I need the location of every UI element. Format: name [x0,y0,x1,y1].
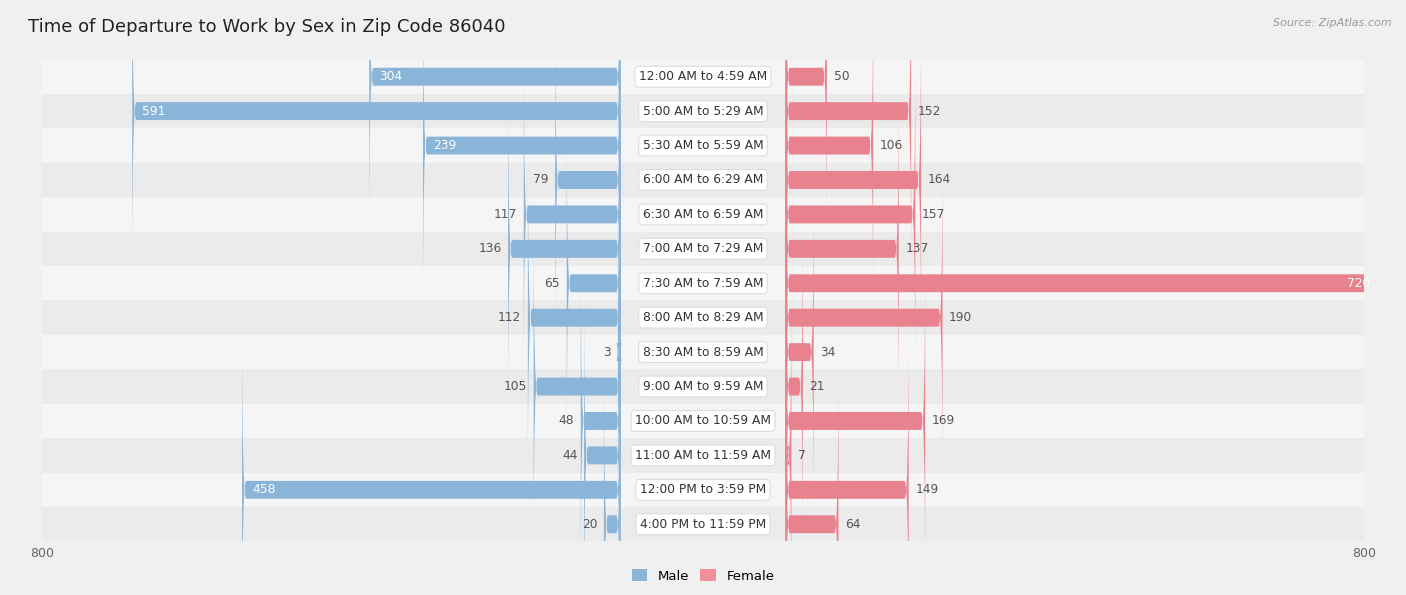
Bar [42,335,1364,369]
Bar [42,300,1364,335]
Text: 6:30 AM to 6:59 AM: 6:30 AM to 6:59 AM [643,208,763,221]
Text: 458: 458 [252,483,276,496]
Text: 8:30 AM to 8:59 AM: 8:30 AM to 8:59 AM [643,346,763,359]
Bar [42,404,1364,438]
Text: 48: 48 [558,415,574,427]
Text: 7: 7 [799,449,806,462]
Text: 157: 157 [922,208,945,221]
FancyBboxPatch shape [423,0,620,309]
FancyBboxPatch shape [605,361,620,595]
Text: 11:00 AM to 11:59 AM: 11:00 AM to 11:59 AM [636,449,770,462]
Text: 6:00 AM to 6:29 AM: 6:00 AM to 6:29 AM [643,174,763,186]
Text: 136: 136 [478,242,502,255]
FancyBboxPatch shape [786,327,908,595]
Text: 106: 106 [880,139,903,152]
FancyBboxPatch shape [786,223,803,550]
Text: 12:00 AM to 4:59 AM: 12:00 AM to 4:59 AM [638,70,768,83]
Text: 4:00 PM to 11:59 PM: 4:00 PM to 11:59 PM [640,518,766,531]
Text: 137: 137 [905,242,928,255]
FancyBboxPatch shape [534,223,620,550]
Text: 239: 239 [433,139,456,152]
Text: 10:00 AM to 10:59 AM: 10:00 AM to 10:59 AM [636,415,770,427]
FancyBboxPatch shape [786,155,942,481]
Legend: Male, Female: Male, Female [626,564,780,588]
Bar [42,231,1364,266]
Text: 65: 65 [544,277,560,290]
FancyBboxPatch shape [786,86,898,412]
Text: 5:30 AM to 5:59 AM: 5:30 AM to 5:59 AM [643,139,763,152]
Text: 5:00 AM to 5:29 AM: 5:00 AM to 5:29 AM [643,105,763,118]
Bar [42,438,1364,472]
Text: 190: 190 [949,311,973,324]
FancyBboxPatch shape [786,292,792,595]
FancyBboxPatch shape [786,0,873,309]
Text: 720: 720 [1347,277,1371,290]
Text: 50: 50 [834,70,849,83]
Text: 112: 112 [498,311,522,324]
FancyBboxPatch shape [786,17,921,343]
Text: 105: 105 [503,380,527,393]
Text: 591: 591 [142,105,166,118]
Bar [42,163,1364,197]
Text: 7:00 AM to 7:29 AM: 7:00 AM to 7:29 AM [643,242,763,255]
Bar [42,472,1364,507]
FancyBboxPatch shape [786,0,827,240]
Text: 34: 34 [820,346,835,359]
FancyBboxPatch shape [583,292,620,595]
Text: 64: 64 [845,518,860,531]
FancyBboxPatch shape [786,361,838,595]
FancyBboxPatch shape [581,258,620,584]
Text: 3: 3 [603,346,612,359]
Text: 44: 44 [562,449,578,462]
Text: 9:00 AM to 9:59 AM: 9:00 AM to 9:59 AM [643,380,763,393]
FancyBboxPatch shape [242,327,620,595]
FancyBboxPatch shape [132,0,620,274]
Text: 7:30 AM to 7:59 AM: 7:30 AM to 7:59 AM [643,277,763,290]
FancyBboxPatch shape [786,0,911,274]
Bar [42,507,1364,541]
Text: 79: 79 [533,174,548,186]
FancyBboxPatch shape [786,258,925,584]
FancyBboxPatch shape [370,0,620,240]
Text: 164: 164 [928,174,950,186]
Text: 304: 304 [380,70,402,83]
FancyBboxPatch shape [567,120,620,446]
Text: Time of Departure to Work by Sex in Zip Code 86040: Time of Departure to Work by Sex in Zip … [28,18,506,36]
FancyBboxPatch shape [555,17,620,343]
Bar [42,266,1364,300]
Text: 169: 169 [932,415,955,427]
Text: 21: 21 [810,380,825,393]
Text: 20: 20 [582,518,598,531]
FancyBboxPatch shape [786,120,1381,446]
FancyBboxPatch shape [786,189,814,515]
Text: 8:00 AM to 8:29 AM: 8:00 AM to 8:29 AM [643,311,763,324]
FancyBboxPatch shape [616,189,621,515]
Bar [42,369,1364,404]
FancyBboxPatch shape [524,51,620,378]
FancyBboxPatch shape [527,155,620,481]
Text: Source: ZipAtlas.com: Source: ZipAtlas.com [1274,18,1392,28]
Text: 12:00 PM to 3:59 PM: 12:00 PM to 3:59 PM [640,483,766,496]
FancyBboxPatch shape [508,86,620,412]
Bar [42,129,1364,163]
Text: 149: 149 [915,483,939,496]
Bar [42,197,1364,231]
Text: 117: 117 [494,208,517,221]
FancyBboxPatch shape [786,51,915,378]
Bar [42,94,1364,129]
Bar [42,60,1364,94]
Text: 152: 152 [918,105,941,118]
